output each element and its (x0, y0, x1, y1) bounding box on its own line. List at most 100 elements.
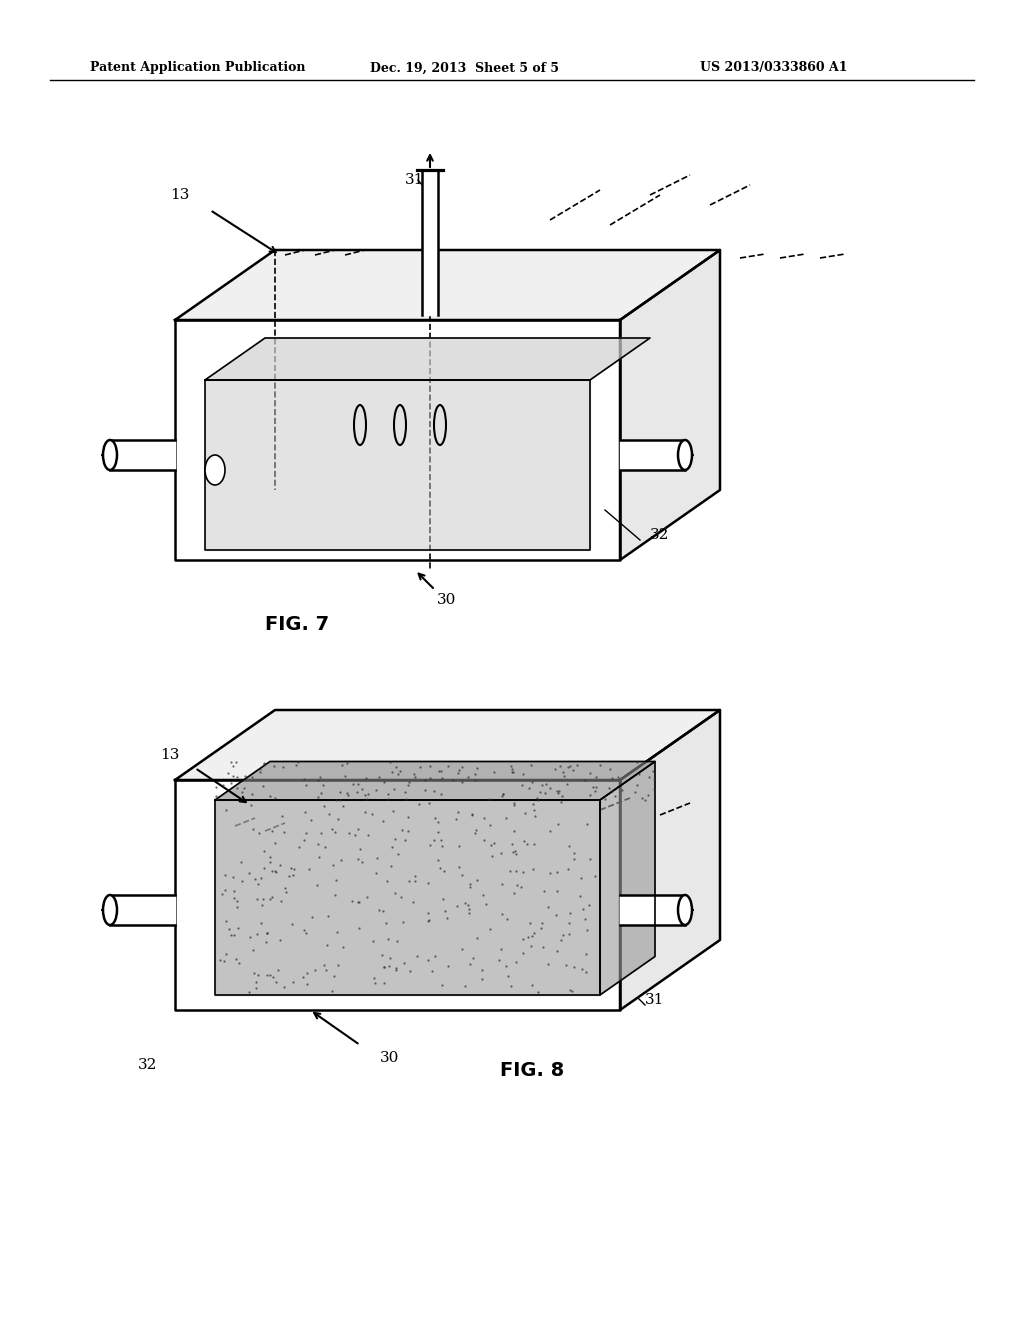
Point (529, 789, 546, 810)
Point (526, 800, 543, 821)
Point (284, 913, 300, 935)
Point (394, 820, 411, 841)
Point (311, 767, 328, 788)
Point (540, 953, 556, 974)
Point (495, 784, 511, 805)
Point (228, 777, 245, 799)
Point (388, 957, 404, 978)
Point (407, 870, 423, 891)
Point (395, 911, 412, 932)
Point (209, 789, 225, 810)
Point (432, 760, 449, 781)
Point (525, 793, 542, 814)
Point (388, 960, 404, 981)
Point (538, 774, 554, 795)
Point (223, 772, 240, 793)
Point (560, 858, 577, 879)
Point (508, 952, 524, 973)
Text: 30: 30 (380, 1051, 399, 1065)
Point (542, 820, 558, 841)
Point (267, 862, 284, 883)
Point (540, 896, 556, 917)
Point (334, 754, 350, 775)
Point (291, 837, 307, 858)
Point (549, 941, 565, 962)
Point (646, 777, 663, 799)
Point (494, 904, 510, 925)
Point (327, 884, 343, 906)
Point (276, 977, 293, 998)
Ellipse shape (205, 455, 225, 484)
Point (262, 847, 279, 869)
Polygon shape (110, 440, 175, 470)
Point (460, 895, 476, 916)
Point (572, 867, 589, 888)
Point (399, 807, 416, 828)
Point (243, 927, 259, 948)
Point (464, 805, 480, 826)
Point (301, 859, 317, 880)
Point (325, 854, 341, 875)
Point (474, 884, 490, 906)
Point (564, 981, 581, 1002)
Point (514, 775, 530, 796)
Point (243, 795, 259, 816)
Point (250, 873, 266, 894)
Point (534, 917, 550, 939)
Point (462, 873, 478, 894)
Point (233, 781, 250, 803)
Point (437, 900, 454, 921)
Point (349, 781, 366, 803)
Point (506, 795, 522, 816)
Point (368, 973, 384, 994)
Point (562, 755, 579, 776)
Polygon shape (620, 249, 720, 560)
Point (433, 783, 450, 804)
Point (499, 909, 515, 931)
Point (376, 771, 392, 792)
Point (515, 942, 531, 964)
Point (344, 891, 360, 912)
Point (255, 776, 271, 797)
Point (506, 820, 522, 841)
Point (434, 974, 451, 995)
Point (498, 808, 514, 829)
Point (520, 777, 537, 799)
Point (597, 789, 613, 810)
Point (421, 909, 437, 931)
Point (411, 793, 427, 814)
Point (465, 948, 481, 969)
Point (228, 751, 245, 772)
Point (359, 788, 376, 809)
Point (495, 785, 511, 807)
Point (553, 792, 569, 813)
Point (357, 784, 374, 805)
Point (601, 759, 617, 780)
Point (565, 759, 582, 780)
Point (565, 957, 582, 978)
Point (397, 829, 414, 850)
Point (556, 766, 572, 787)
Point (579, 920, 595, 941)
Point (380, 928, 396, 949)
Point (553, 785, 569, 807)
Point (296, 830, 312, 851)
Text: FIG. 8: FIG. 8 (500, 1060, 564, 1080)
Point (627, 781, 643, 803)
Point (409, 946, 425, 968)
Point (258, 965, 274, 986)
Point (333, 850, 349, 871)
Point (524, 771, 541, 792)
Point (365, 931, 381, 952)
Point (217, 879, 233, 900)
Point (613, 780, 630, 801)
Text: FIG. 7: FIG. 7 (265, 615, 329, 635)
Point (324, 979, 340, 1001)
Point (444, 770, 461, 791)
Point (587, 866, 603, 887)
Point (433, 829, 450, 850)
Point (275, 821, 292, 842)
Point (506, 883, 522, 904)
Point (439, 755, 456, 776)
Point (312, 822, 329, 843)
